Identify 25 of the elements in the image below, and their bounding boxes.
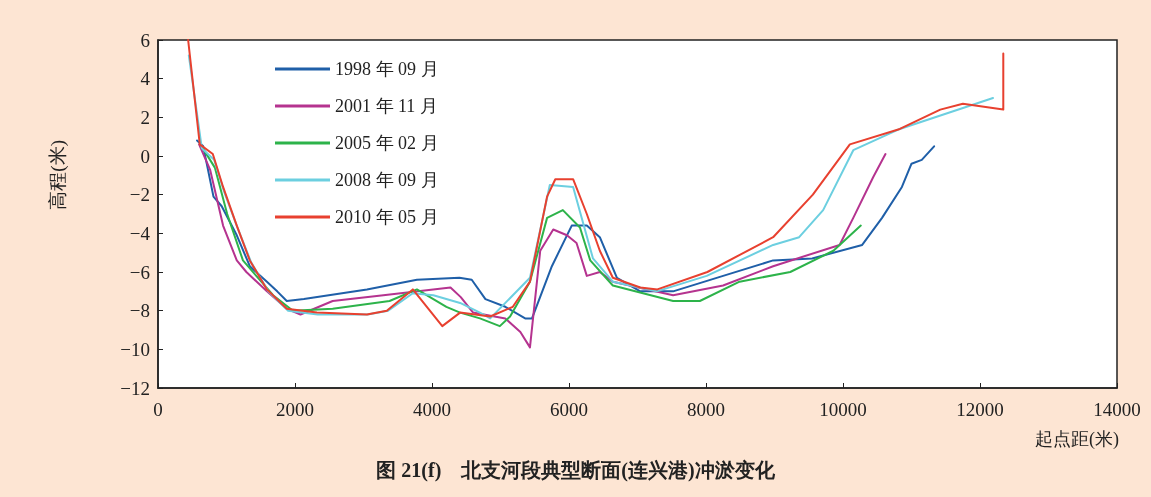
y-tick-label: 2 [140,106,150,128]
x-tick-label: 14000 [1093,399,1141,420]
legend-label: 2008 年 09 月 [335,170,439,190]
y-tick-label: −6 [129,261,150,283]
x-tick-label: 4000 [413,399,451,420]
x-tick-label: 12000 [956,399,1004,420]
text: 图 21(f) 北支河段典型断面(连兴港)冲淤变化 [376,459,776,482]
y-tick-label: −4 [129,222,151,244]
x-tick-label: 6000 [550,399,588,420]
legend-label: 2005 年 02 月 [335,133,439,153]
x-tick-label: 10000 [819,399,867,420]
y-tick-label: 4 [140,68,151,90]
x-tick-label: 2000 [276,399,314,420]
y-axis-title: 高程(米) [47,140,69,210]
x-tick-label: 8000 [687,399,725,420]
legend-label: 2001 年 11 月 [335,96,438,116]
y-tick-label: −10 [120,338,150,360]
legend-label: 2010 年 05 月 [335,207,439,227]
y-tick-label: −12 [120,377,150,399]
y-tick-label: −2 [129,184,150,206]
y-tick-label: 6 [140,29,150,51]
y-tick-label: −8 [129,300,150,322]
y-tick-label: 0 [140,145,150,167]
legend-label: 1998 年 09 月 [335,59,439,79]
x-axis-title: 起点距(米) [1035,429,1120,450]
